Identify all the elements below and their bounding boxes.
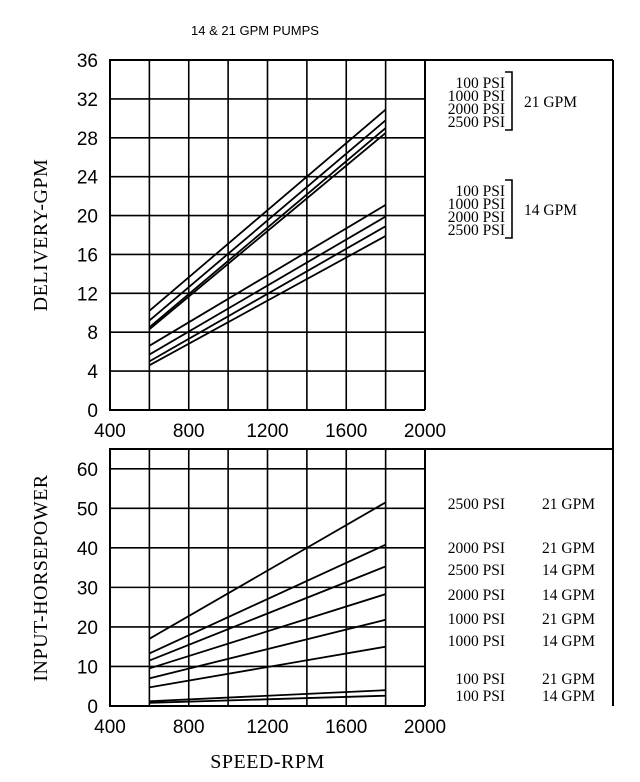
legend-item-label: 1000 PSI — [448, 88, 505, 105]
x-tick-label: 800 — [173, 421, 205, 442]
legend-group-label: 21 GPM — [524, 94, 577, 111]
legend-gpm: 21 GPM — [542, 671, 595, 688]
legend-item-label: 100 PSI — [455, 183, 505, 200]
series-line — [148, 225, 387, 363]
y-axis-label: DELIVERY-GPM — [30, 159, 52, 312]
legend-row: 1000 PSI 14 GPM — [448, 633, 595, 650]
y-tick-label: 30 — [77, 578, 98, 599]
legend-psi: 1000 PSI — [448, 633, 505, 650]
plot-frame — [109, 59, 613, 411]
series-line — [149, 593, 386, 670]
legend-gpm: 14 GPM — [542, 562, 595, 579]
y-tick-label: 20 — [77, 618, 98, 639]
legend-psi: 2500 PSI — [448, 496, 505, 513]
legend-item-label: 100 PSI — [455, 75, 505, 92]
legend-psi: 2500 PSI — [448, 562, 505, 579]
series-line — [149, 565, 386, 662]
series-line — [148, 132, 387, 330]
legend-psi: 100 PSI — [455, 688, 505, 705]
legend-row: 2000 PSI 21 GPM — [448, 540, 595, 557]
legend-gpm: 21 GPM — [542, 611, 595, 628]
series-line — [148, 215, 387, 356]
y-tick-label: 12 — [77, 284, 98, 305]
series-line — [148, 108, 387, 312]
legend-row: 2500 PSI 14 GPM — [448, 562, 595, 579]
x-tick-label: 1600 — [325, 421, 367, 442]
y-tick-label: 36 — [77, 51, 98, 72]
y-tick-label: 4 — [87, 362, 98, 383]
legend-row: 2000 PSI 14 GPM — [448, 587, 595, 604]
y-tick-label: 24 — [77, 168, 99, 189]
legend-group-label: 14 GPM — [524, 202, 577, 219]
series-line — [148, 119, 387, 322]
y-tick-label: 0 — [87, 401, 98, 422]
y-tick-label: 16 — [77, 245, 98, 266]
legend-row: 100 PSI 14 GPM — [455, 688, 595, 705]
series-line — [148, 501, 387, 640]
x-tick-label: 1200 — [246, 717, 288, 738]
delivery-plot: 400 800 1200 1600 2000 0 4 8 12 16 20 24 28 32 36 DELIV… — [30, 51, 614, 449]
legend-bracket — [505, 71, 513, 131]
x-tick-label: 2000 — [404, 421, 446, 442]
y-axis-label: INPUT-HORSEPOWER — [30, 474, 52, 681]
y-tick-label: 40 — [77, 539, 98, 560]
series-line — [148, 127, 387, 329]
x-tick-label: 1200 — [246, 421, 288, 442]
y-tick-label: 60 — [77, 460, 98, 481]
y-tick-label: 8 — [87, 323, 98, 344]
series-line — [149, 618, 386, 680]
x-axis-label: SPEED-RPM — [210, 751, 325, 773]
y-tick-label: 10 — [77, 657, 98, 678]
series-line — [149, 645, 386, 689]
y-tick-label: 50 — [77, 499, 98, 520]
legend-bracket — [505, 179, 513, 239]
y-tick-label: 32 — [77, 90, 98, 111]
legend-item-label: 1000 PSI — [448, 196, 505, 213]
legend-gpm: 21 GPM — [542, 496, 595, 513]
x-tick-label: 2000 — [404, 717, 446, 738]
series-line — [149, 689, 386, 703]
legend-psi: 2000 PSI — [448, 540, 505, 557]
x-tick-label: 800 — [173, 717, 205, 738]
y-tick-label: 20 — [77, 207, 98, 228]
legend-item-label: 2500 PSI — [448, 114, 505, 131]
series-line — [148, 204, 387, 347]
legend-row: 2500 PSI 21 GPM — [448, 496, 595, 513]
legend-psi: 2000 PSI — [448, 587, 505, 604]
horsepower-legend: 2500 PSI 21 GPM 2000 PSI 21 GPM 2500 PSI 14 G… — [448, 496, 595, 705]
legend-row: 100 PSI 21 GPM — [455, 671, 595, 688]
legend-gpm: 14 GPM — [542, 587, 595, 604]
legend-item-label: 2000 PSI — [448, 209, 505, 226]
legend-item-label: 2500 PSI — [448, 222, 505, 239]
legend-gpm: 14 GPM — [542, 633, 595, 650]
series-line — [148, 235, 387, 367]
legend-gpm: 21 GPM — [542, 540, 595, 557]
legend-psi: 1000 PSI — [448, 611, 505, 628]
series-line — [149, 694, 386, 704]
y-tick-label: 0 — [87, 697, 98, 718]
legend-gpm: 14 GPM — [542, 688, 595, 705]
plot-frame — [109, 448, 613, 707]
series-line — [148, 543, 387, 655]
chart-title: 14 & 21 GPM PUMPS — [191, 23, 319, 38]
x-tick-label: 400 — [94, 421, 126, 442]
y-tick-label: 28 — [77, 129, 98, 150]
x-tick-label: 1600 — [325, 717, 367, 738]
legend-row: 1000 PSI 21 GPM — [448, 611, 595, 628]
horsepower-plot: 400 800 1200 1600 2000 0 10 20 30 40 50 60 INPUT-HOR… — [30, 448, 614, 773]
legend-item-label: 2000 PSI — [448, 101, 505, 118]
legend-psi: 100 PSI — [455, 671, 505, 688]
x-tick-label: 400 — [94, 717, 126, 738]
